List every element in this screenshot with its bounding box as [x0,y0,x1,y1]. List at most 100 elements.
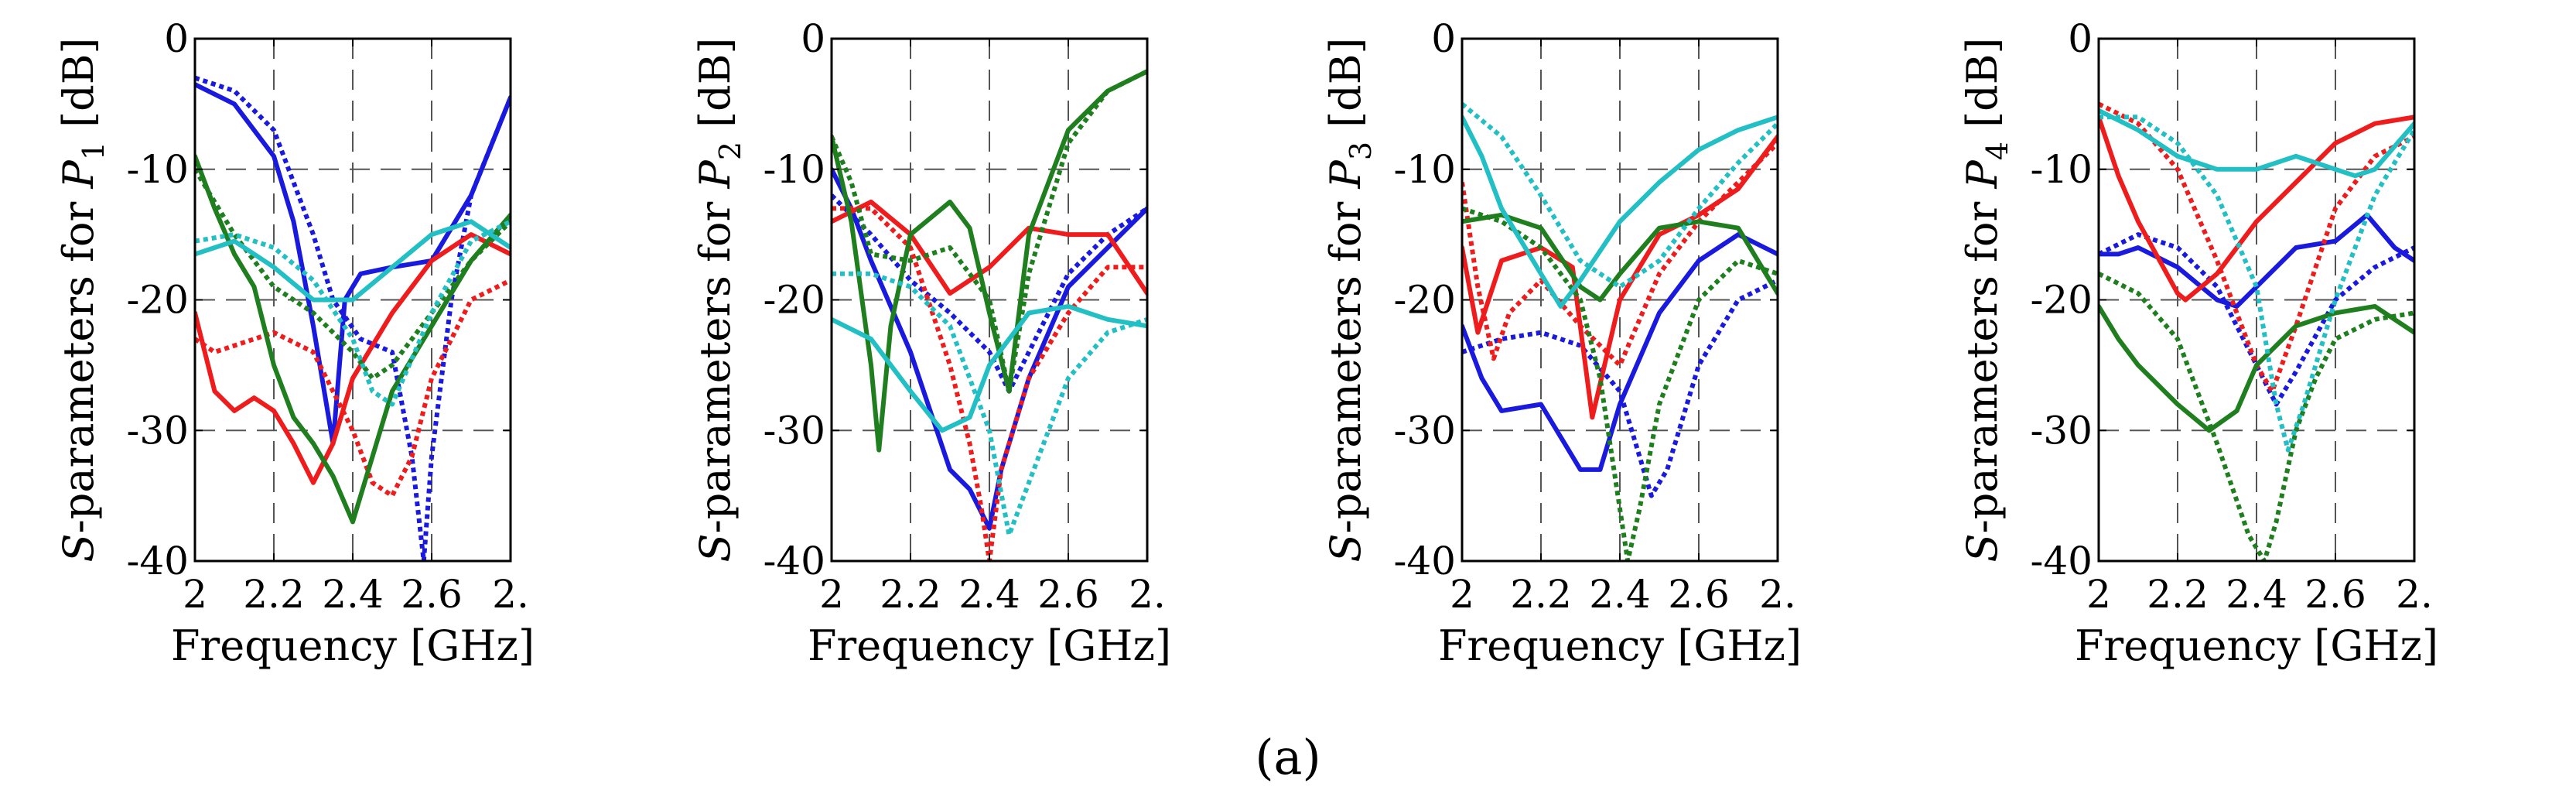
y-tick-label: -40 [1393,539,1456,583]
x-tick-label: 2 [819,572,844,617]
y-axis-label: S-parameters for P4 [dB] [1958,38,2014,563]
series-line-green-solid [1462,212,1778,303]
y-tick-label: 0 [801,16,825,61]
y-axis-label-subscript: 2 [713,142,747,160]
series-line-red-dotted [195,278,511,498]
y-axis-label-unit: [dB] [1958,38,2007,128]
y-tick-label: 0 [164,16,189,61]
x-axis-label: Frequency [GHz] [808,621,1171,670]
series-line-red-dotted [832,206,1147,561]
series-line-blue-solid [2099,212,2414,309]
series-line-cyan-dotted [195,219,511,407]
y-tick-label: -40 [126,539,189,583]
x-tick-label: 2.4 [322,572,384,617]
y-tick-label: -20 [763,278,825,323]
y-axis-label-symbol: S [1321,533,1370,562]
x-tick-label: 2.2 [1510,572,1572,617]
x-tick-label: 2.4 [2226,572,2287,617]
y-axis-label-text: -parameters for [1958,188,2007,533]
series-group [832,69,1147,561]
y-tick-label: -30 [2030,408,2093,453]
x-tick-label: 2.4 [958,572,1020,617]
y-tick-label: -20 [2030,278,2093,323]
x-tick-label: 2. [1129,572,1166,617]
series-line-blue-solid [832,166,1147,531]
series-line-red-dotted [1462,141,1778,368]
y-axis-label-unit: [dB] [54,38,103,128]
y-axis-label-subscript: 1 [77,142,111,160]
series-line-green-solid [832,69,1147,453]
y-axis-label-symbol: S [1958,533,2007,562]
series-line-blue-dotted [195,75,511,561]
series-line-blue-solid [1462,232,1778,472]
y-axis-label-subscript: 4 [1980,142,2014,160]
x-tick-label: 2. [492,572,529,617]
y-tick-label: -10 [126,147,189,192]
chart-panel-2: 2 2.2 2.4 2.6 2. 0 -10 -20 -30 -40 Frequency [GHz]… [691,16,1171,670]
chart-panel-4: 2 2.2 2.4 2.6 2. 0 -10 -20 -30 -40 Frequency [GHz]… [1958,16,2438,670]
y-axis-label-subscript: 3 [1344,142,1378,160]
series-group [195,75,511,561]
y-tick-label: -30 [1393,408,1456,453]
x-tick-label: 2.2 [243,572,305,617]
x-tick-label: 2 [1450,572,1474,617]
chart-panel-1: 2 2.2 2.4 2.6 2. 0 -10 -20 -30 -40 Frequency [GHz]… [54,16,535,670]
series-line-green-dotted [1462,206,1778,561]
series-line-green-solid [2099,303,2414,433]
series-line-blue-dotted [1462,278,1778,498]
series-line-cyan-solid [832,303,1147,433]
series-line-cyan-solid [2099,108,2414,179]
y-tick-label: -40 [2030,539,2093,583]
series-line-green-dotted [2099,272,2414,561]
y-axis-label-port: P [54,159,103,189]
y-tick-label: -30 [126,408,189,453]
series-line-blue-dotted [2099,232,2414,407]
series-group [1462,102,1778,561]
y-tick-label: -20 [126,278,189,323]
x-tick-label: 2 [183,572,207,617]
y-axis-label: S-parameters for P3 [dB] [1321,38,1378,563]
series-group [2099,101,2414,561]
figure-label: (a) [1255,729,1320,785]
x-tick-label: 2. [2396,572,2433,617]
y-axis-label-text: -parameters for [54,188,103,533]
series-line-red-solid [832,199,1147,296]
y-axis-label: S-parameters for P1 [dB] [54,38,111,563]
series-line-cyan-solid [1462,115,1778,309]
x-tick-label: 2.6 [1037,572,1099,617]
x-tick-label: 2. [1759,572,1796,617]
y-tick-label: -10 [1393,147,1456,192]
y-tick-label: 0 [2068,16,2093,61]
x-tick-label: 2 [2086,572,2111,617]
series-line-red-dotted [2099,101,2414,394]
x-tick-label: 2.2 [2147,572,2209,617]
y-axis-label-port: P [1958,159,2007,189]
series-line-red-solid [2099,115,2414,303]
series-line-blue-dotted [832,193,1147,394]
y-axis-label-port: P [691,159,740,189]
series-line-green-solid [195,153,511,525]
y-axis-label-symbol: S [691,533,740,562]
x-axis-label: Frequency [GHz] [2075,621,2438,670]
y-axis-label: S-parameters for P2 [dB] [691,38,747,563]
series-line-red-solid [195,232,511,485]
series-line-blue-solid [195,82,511,446]
x-tick-label: 2.2 [880,572,941,617]
y-tick-label: -30 [763,408,825,453]
y-tick-label: 0 [1431,16,1456,61]
x-tick-label: 2.6 [1668,572,1730,617]
y-tick-label: -40 [763,539,825,583]
y-tick-label: -10 [2030,147,2093,192]
series-line-green-dotted [195,168,511,381]
y-tick-label: -20 [1393,278,1456,323]
series-line-cyan-solid [195,219,511,303]
y-axis-label-symbol: S [54,533,103,562]
chart-panel-3: 2 2.2 2.4 2.6 2. 0 -10 -20 -30 -40 Frequency [GHz]… [1321,16,1802,670]
x-tick-label: 2.4 [1589,572,1651,617]
y-tick-label: -10 [763,147,825,192]
y-axis-label-port: P [1321,159,1370,189]
y-axis-label-text: -parameters for [691,188,740,533]
series-line-cyan-dotted [2099,115,2414,453]
y-axis-label-unit: [dB] [691,38,740,128]
